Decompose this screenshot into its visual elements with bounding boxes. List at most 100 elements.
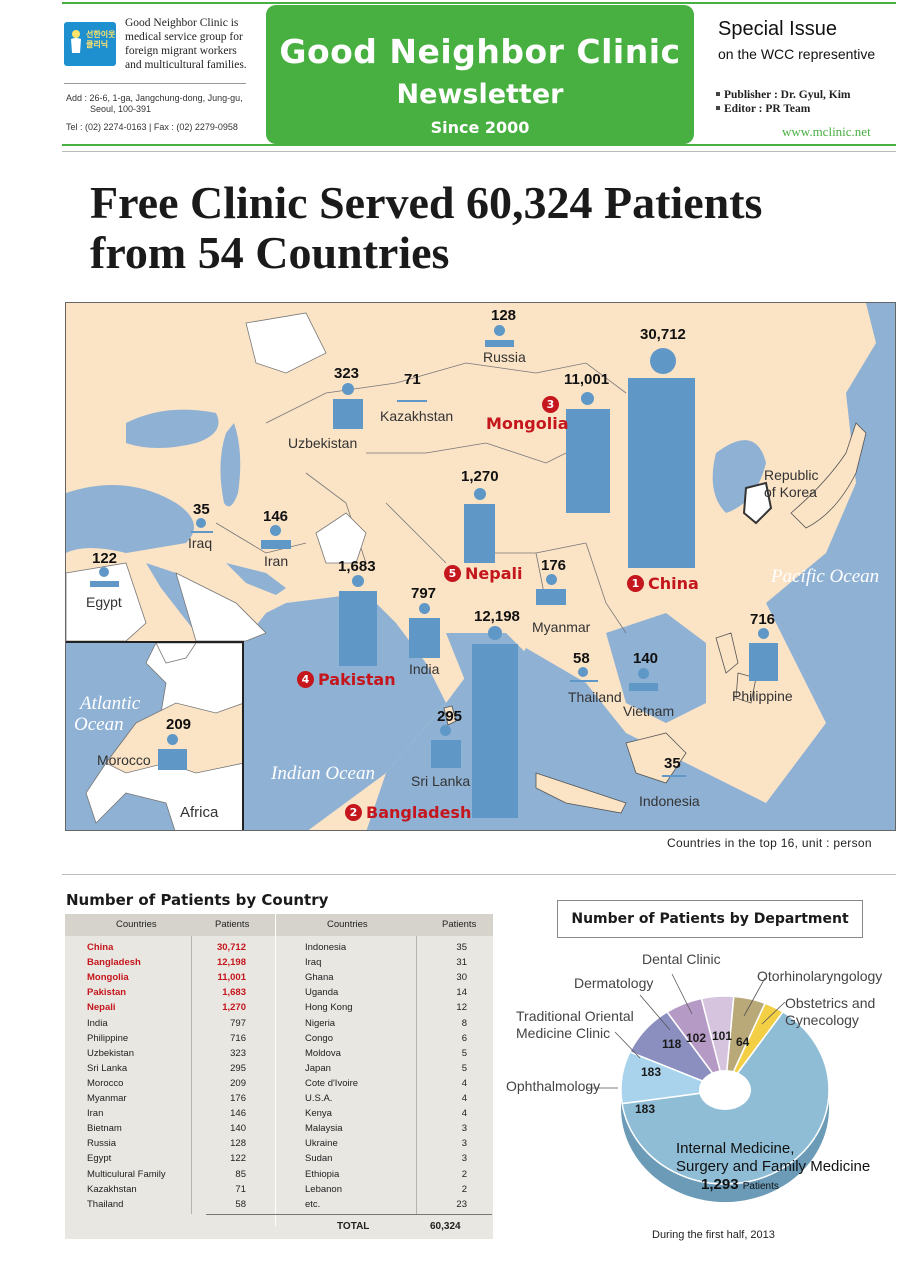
patients-cell: 3 <box>461 1138 467 1150</box>
indonesia-value: 35 <box>664 755 681 772</box>
patients-cell: 146 <box>230 1108 246 1120</box>
header-divider <box>64 83 246 84</box>
russia-value: 128 <box>491 307 517 324</box>
label-ent: Otorhinolaryngology <box>757 968 883 984</box>
country-cell: Ethiopia <box>305 1168 340 1180</box>
iraq-value: 35 <box>193 501 210 518</box>
table-row: Nigeria 8 <box>305 1016 467 1031</box>
patients-cell: 4 <box>461 1108 467 1120</box>
srilanka-value: 295 <box>437 708 463 725</box>
country-cell: Nepali <box>87 1002 116 1014</box>
vietnam-value: 140 <box>633 650 659 667</box>
patients-cell: 30 <box>456 972 467 984</box>
morocco-inset <box>66 641 244 830</box>
country-cell: Iraq <box>305 957 322 969</box>
egypt-label: Egypt <box>86 594 122 610</box>
table-row: Congo 6 <box>305 1031 467 1046</box>
country-cell: Iran <box>87 1108 104 1120</box>
country-cell: Philippine <box>87 1032 129 1044</box>
special-issue-subtitle: on the WCC representive <box>718 46 876 62</box>
table-row: Philippine 716 <box>87 1031 246 1046</box>
website-url[interactable]: www.mclinic.net <box>782 124 871 139</box>
table-row: Uzbekistan 323 <box>87 1046 246 1061</box>
pakistan-rank: 4 Pakistan <box>297 670 396 689</box>
mongolia-value: 11,001 <box>564 371 610 388</box>
patients-cell: 295 <box>230 1062 246 1074</box>
philippine-label: Philippine <box>732 688 793 704</box>
table-row: Indonesia 35 <box>305 940 467 955</box>
country-cell: Moldova <box>305 1047 341 1059</box>
country-cell: India <box>87 1017 108 1029</box>
morocco-label: Morocco <box>97 752 151 768</box>
bullet-icon <box>716 106 720 111</box>
col-patients: Patients <box>442 919 477 930</box>
bullet-icon <box>716 92 720 97</box>
country-cell: Japan <box>305 1062 331 1074</box>
patients-cell: 122 <box>230 1153 246 1165</box>
country-cell: Uzbekistan <box>87 1047 134 1059</box>
table-row: Kenya 4 <box>305 1106 467 1121</box>
country-cell: Sri Lanka <box>87 1062 128 1074</box>
country-cell: Thailand <box>87 1198 124 1210</box>
table-row: Moldova 5 <box>305 1046 467 1061</box>
header-top-rule <box>62 2 896 4</box>
country-cell: Kenya <box>305 1108 332 1120</box>
patients-cell: 2 <box>461 1183 467 1195</box>
patients-cell: 5 <box>461 1062 467 1074</box>
value-ophthalmology: 183 <box>635 1102 656 1116</box>
china-value: 30,712 <box>640 326 686 343</box>
country-cell: China <box>87 942 114 953</box>
table-row: Pakistan 1,683 <box>87 985 246 1000</box>
country-cell: Cote d'Ivoire <box>305 1077 359 1089</box>
table-row: Iran 146 <box>87 1106 246 1121</box>
col-countries: Countries <box>116 919 157 930</box>
address: Add : 26-6, 1-ga, Jangchung-dong, Jung-g… <box>66 93 243 114</box>
table-row: Nepali 1,270 <box>87 1000 246 1015</box>
patients-cell: 5 <box>461 1047 467 1059</box>
country-cell: Sudan <box>305 1153 333 1165</box>
iran-value: 146 <box>263 508 289 525</box>
table-row: Multiculural Family 85 <box>87 1167 246 1182</box>
patients-cell: 323 <box>230 1047 246 1059</box>
table-row: etc. 23 <box>305 1197 467 1212</box>
masthead-title: Good Neighbor Clinic <box>279 32 681 71</box>
myanmar-label: Myanmar <box>532 619 591 635</box>
country-cell: Malaysia <box>305 1123 343 1135</box>
table-row: Thailand 58 <box>87 1197 246 1212</box>
srilanka-label: Sri Lanka <box>411 773 471 789</box>
iran-label: Iran <box>264 553 289 569</box>
country-cell: Uganda <box>305 987 339 999</box>
kazakhstan-label: Kazakhstan <box>380 408 454 424</box>
table-row: China 30,712 <box>87 940 246 955</box>
iraq-label: Iraq <box>188 535 213 551</box>
country-cell: Mongolia <box>87 972 129 984</box>
nepali-value: 1,270 <box>461 468 499 485</box>
pacific-ocean-label: Pacific Ocean <box>771 566 880 587</box>
country-cell: Kazakhstan <box>87 1183 137 1195</box>
patients-cell: 4 <box>461 1077 467 1089</box>
patients-cell: 716 <box>230 1032 246 1044</box>
patients-cell: 71 <box>235 1183 246 1195</box>
phone-fax: Tel : (02) 2274-0163 | Fax : (02) 2279-0… <box>66 122 238 132</box>
philippine-value: 716 <box>750 611 776 628</box>
pie-title: Number of Patients by Department <box>557 900 863 938</box>
country-cell: Egypt <box>87 1153 112 1165</box>
patients-cell: 1,683 <box>222 987 246 999</box>
total-rule <box>206 1214 492 1215</box>
africa-label: Africa <box>180 804 219 821</box>
table-row: Cote d'Ivoire 4 <box>305 1076 467 1091</box>
table-row: Morocco 209 <box>87 1076 246 1091</box>
patients-cell: 3 <box>461 1123 467 1135</box>
vietnam-label: Vietnam <box>623 703 675 719</box>
nepali-rank: 5 Nepali <box>444 564 522 583</box>
rank-badge: 1 <box>627 575 644 592</box>
country-cell: U.S.A. <box>305 1093 333 1104</box>
col-patients: Patients <box>215 919 250 930</box>
pie-svg <box>586 973 830 1202</box>
header-bottom-rule <box>62 144 896 146</box>
morocco-value: 209 <box>166 716 192 733</box>
table-row: Bangladesh 12,198 <box>87 955 246 970</box>
country-cell: Congo <box>305 1032 333 1044</box>
table-divider <box>191 936 192 1214</box>
newsletter-masthead: Good Neighbor Clinic Newsletter Since 20… <box>266 5 694 144</box>
